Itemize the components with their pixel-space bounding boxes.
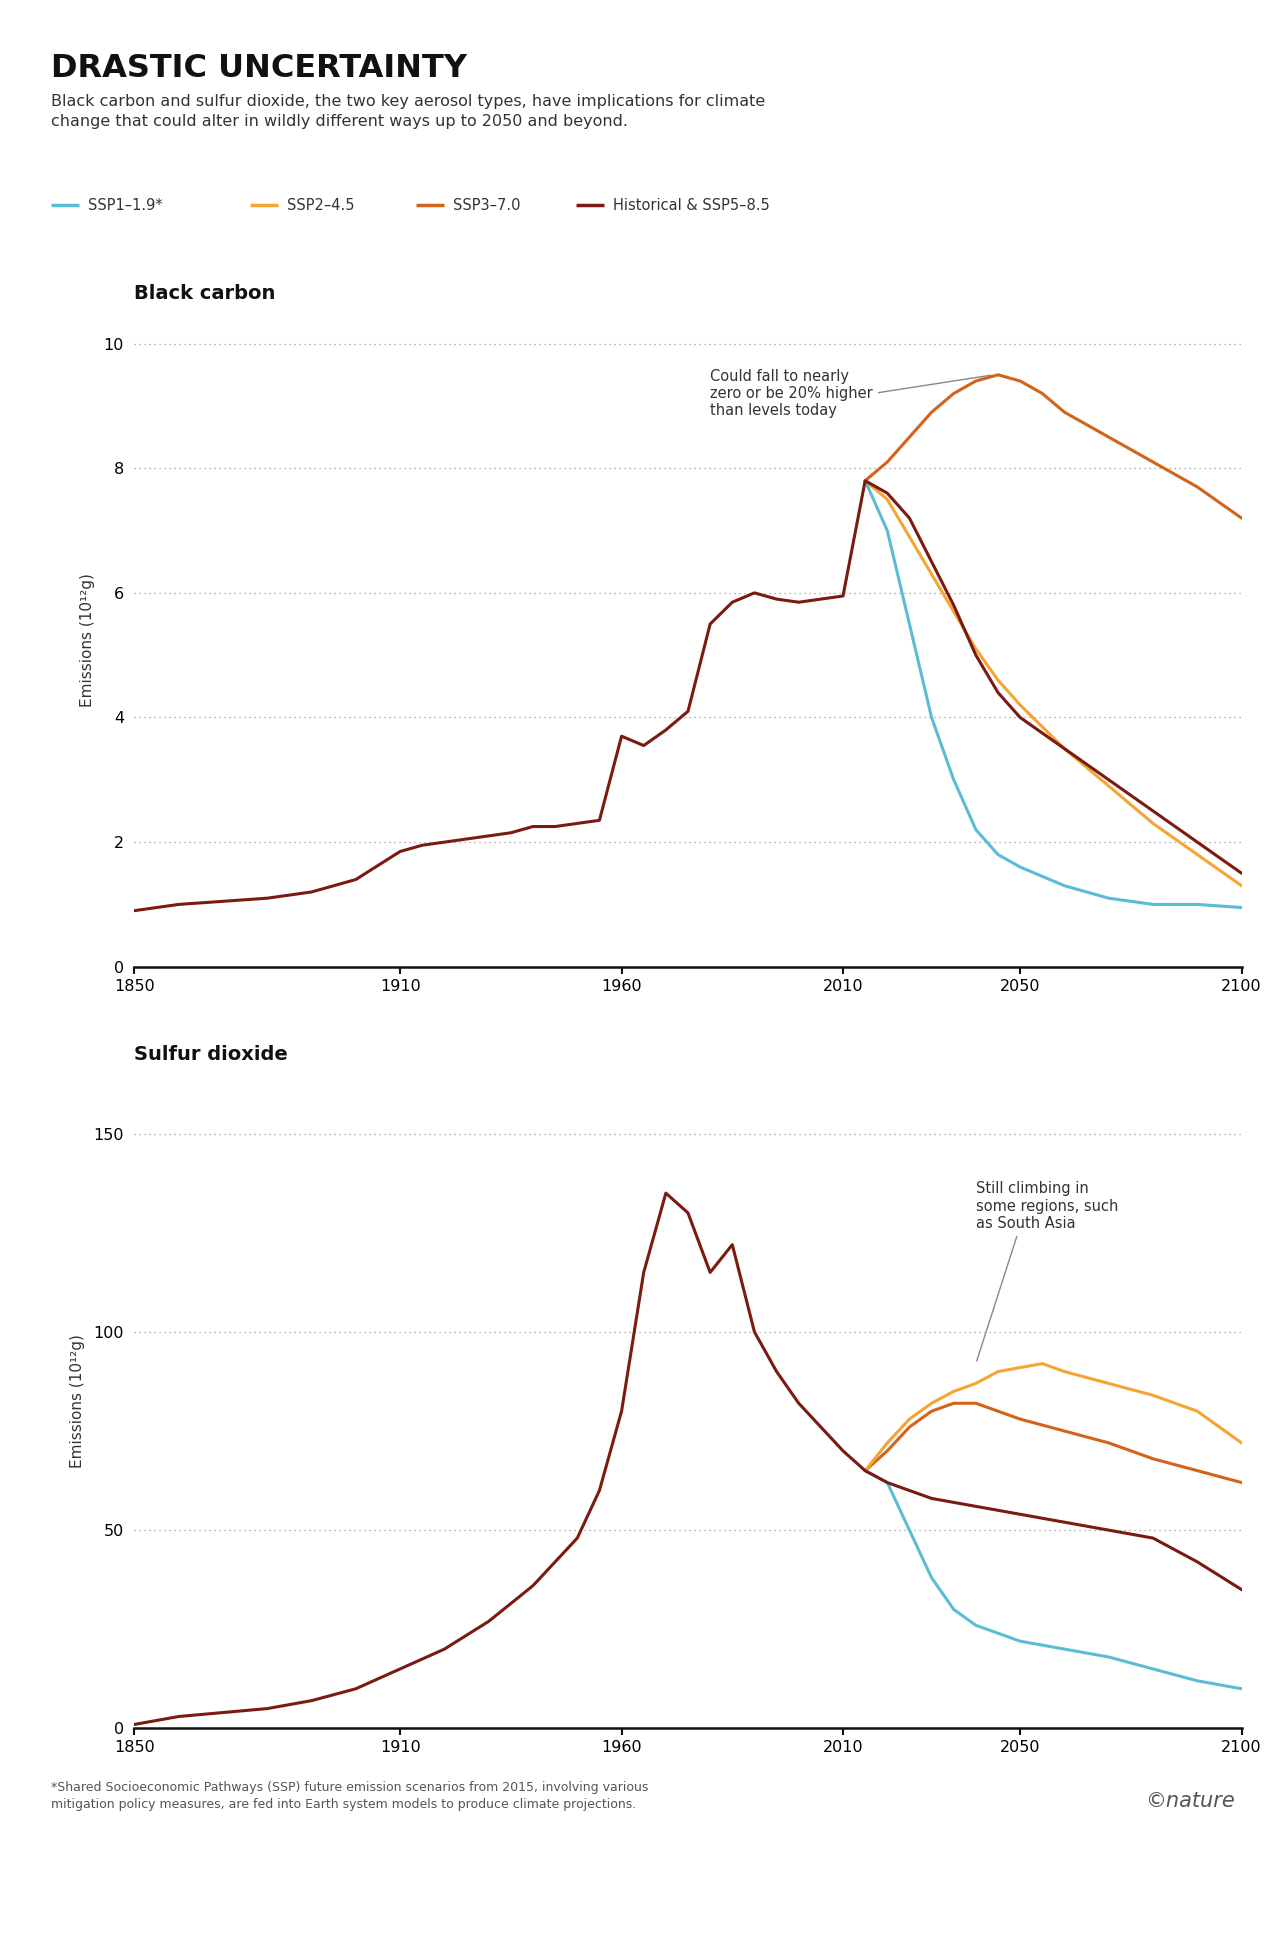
Text: SSP1–1.9*: SSP1–1.9* — [88, 197, 163, 213]
Text: Black carbon: Black carbon — [134, 283, 275, 303]
Text: DRASTIC UNCERTAINTY: DRASTIC UNCERTAINTY — [51, 53, 467, 84]
Text: Black carbon and sulfur dioxide, the two key aerosol types, have implications fo: Black carbon and sulfur dioxide, the two… — [51, 94, 765, 129]
Y-axis label: Emissions (10¹²g): Emissions (10¹²g) — [70, 1334, 86, 1469]
Text: ©nature: ©nature — [1146, 1791, 1235, 1810]
Text: Sulfur dioxide: Sulfur dioxide — [134, 1045, 288, 1064]
Y-axis label: Emissions (10¹²g): Emissions (10¹²g) — [81, 572, 95, 707]
Text: Historical & SSP5–8.5: Historical & SSP5–8.5 — [613, 197, 769, 213]
Text: Still climbing in
some regions, such
as South Asia: Still climbing in some regions, such as … — [975, 1182, 1119, 1361]
Text: Could fall to nearly
zero or be 20% higher
than levels today: Could fall to nearly zero or be 20% high… — [710, 369, 991, 418]
Text: *Shared Socioeconomic Pathways (SSP) future emission scenarios from 2015, involv: *Shared Socioeconomic Pathways (SSP) fut… — [51, 1781, 649, 1810]
Text: SSP2–4.5: SSP2–4.5 — [287, 197, 355, 213]
Text: SSP3–7.0: SSP3–7.0 — [453, 197, 521, 213]
